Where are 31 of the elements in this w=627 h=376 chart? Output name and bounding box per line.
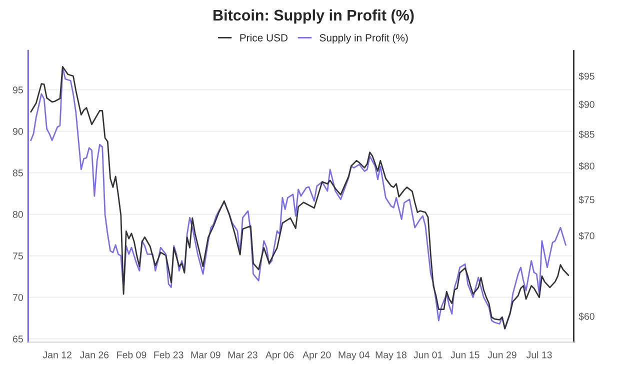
y-tick-label: 95 xyxy=(12,86,23,94)
y-tick-label: 75 xyxy=(13,252,23,260)
y-tick-label: 65 xyxy=(13,336,23,342)
x-tick-label: Jun 15 xyxy=(450,352,480,358)
x-tick-label: Mar 09 xyxy=(191,351,220,358)
x-tick-label: Jan 26 xyxy=(80,351,109,358)
x-tick-label: Jun 01 xyxy=(414,351,442,358)
chart-title: Bitcoin: Supply in Profit (%) xyxy=(214,9,414,24)
y2-tick-label: $90 xyxy=(578,100,594,108)
x-tick-label: Feb 09 xyxy=(117,351,146,358)
y-tick-label: 70 xyxy=(13,294,23,301)
x-tick-label: Mar 23 xyxy=(228,351,258,358)
legend-label: Supply in Profit (%) xyxy=(320,34,408,44)
legend-label: Price USD xyxy=(240,34,288,42)
x-tick-label: Feb 23 xyxy=(154,351,184,358)
x-tick-label: Jul 13 xyxy=(526,351,552,358)
x-tick-label: May 18 xyxy=(376,351,407,360)
y-tick-label: 85 xyxy=(12,170,23,176)
y2-tick-label: $95 xyxy=(578,72,594,80)
x-tick-label: Apr 06 xyxy=(265,351,294,360)
x-tick-label: Apr 20 xyxy=(302,351,331,360)
x-tick-label: May 04 xyxy=(338,351,370,360)
y-tick-label: 80 xyxy=(12,211,23,218)
x-tick-label: Jan 12 xyxy=(42,351,72,358)
y2-tick-label: $80 xyxy=(578,162,594,170)
y2-tick-label: $85 xyxy=(578,130,594,138)
y2-tick-label: $75 xyxy=(578,196,594,204)
y2-tick-label: $60 xyxy=(578,312,594,320)
y-tick-label: 90 xyxy=(12,128,23,135)
x-tick-label: Jun 29 xyxy=(488,351,516,358)
y2-tick-label: $70 xyxy=(578,232,594,240)
